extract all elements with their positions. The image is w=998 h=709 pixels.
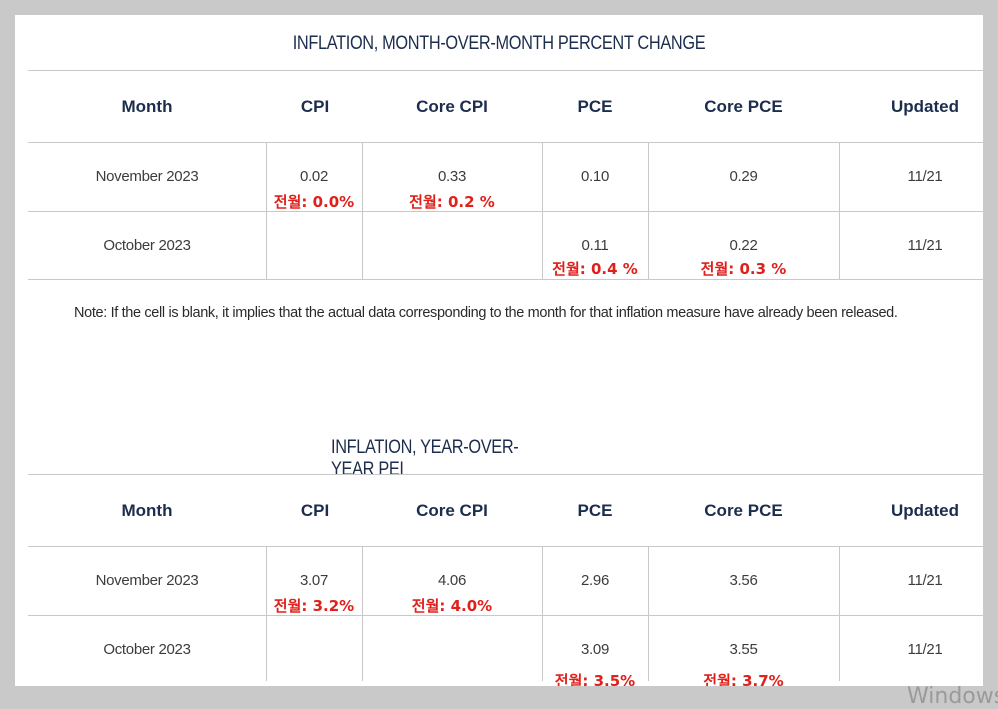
divider	[28, 474, 983, 475]
table-cell-core-pce: 0.22	[729, 237, 758, 254]
table-cell-month: November 2023	[95, 168, 199, 185]
divider	[28, 142, 983, 143]
os-activation-watermark: Windows	[907, 684, 998, 709]
header-pce: PCE	[577, 501, 613, 520]
previous-month-annotation: 전월: 0.4 %	[552, 260, 638, 278]
mom-table-title: INFLATION, MONTH-OVER-MONTH PERCENT CHAN…	[292, 33, 706, 54]
header-cpi: CPI	[300, 501, 330, 520]
table-cell-pce: 3.09	[581, 641, 609, 658]
column-divider	[839, 142, 840, 279]
column-divider	[266, 142, 267, 279]
previous-month-annotation: 전월: 0.3 %	[700, 260, 787, 278]
column-divider	[266, 546, 267, 681]
column-divider	[648, 142, 649, 279]
column-divider	[542, 142, 543, 279]
divider	[28, 615, 983, 616]
header-month: Month	[121, 501, 173, 520]
previous-month-annotation: 전월: 3.5%	[554, 672, 636, 686]
header-core-cpi: Core CPI	[416, 97, 488, 116]
table-cell-pce: 0.10	[581, 168, 609, 185]
column-divider	[648, 546, 649, 681]
table-cell-month: October 2023	[103, 237, 191, 254]
table-cell-core-pce: 3.55	[729, 641, 758, 658]
table-cell-cpi: 3.07	[300, 572, 328, 589]
previous-month-annotation: 전월: 3.7%	[703, 672, 784, 686]
table-cell-updated: 11/21	[907, 641, 943, 658]
header-month: Month	[121, 97, 173, 116]
header-core-pce: Core PCE	[704, 97, 783, 116]
previous-month-annotation: 전월: 3.2%	[273, 597, 355, 615]
divider	[28, 546, 983, 547]
previous-month-annotation: 전월: 4.0%	[411, 597, 493, 615]
table-cell-core-pce: 3.56	[729, 572, 758, 589]
header-core-pce: Core PCE	[704, 501, 783, 520]
column-divider	[542, 546, 543, 681]
table-note: Note: If the cell is blank, it implies t…	[74, 305, 898, 321]
table-cell-updated: 11/21	[907, 168, 943, 185]
header-core-cpi: Core CPI	[416, 501, 488, 520]
column-divider	[362, 142, 363, 279]
column-divider	[362, 546, 363, 681]
header-updated: Updated	[891, 501, 959, 520]
header-pce: PCE	[577, 97, 613, 116]
table-cell-month: October 2023	[103, 641, 191, 658]
header-cpi: CPI	[300, 97, 330, 116]
previous-month-annotation: 전월: 0.0%	[273, 193, 355, 211]
table-cell-pce: 2.96	[581, 572, 609, 589]
table-cell-core-cpi: 4.06	[438, 572, 466, 589]
table-cell-month: November 2023	[95, 572, 199, 589]
table-cell-core-cpi: 0.33	[438, 168, 466, 185]
divider	[28, 279, 983, 280]
header-updated: Updated	[891, 97, 959, 116]
table-cell-cpi: 0.02	[300, 168, 328, 185]
document-panel: INFLATION, MONTH-OVER-MONTH PERCENT CHAN…	[15, 15, 983, 686]
column-divider	[839, 546, 840, 681]
table-cell-pce: 0.11	[581, 237, 609, 254]
table-cell-updated: 11/21	[907, 572, 943, 589]
divider	[28, 211, 983, 212]
table-cell-updated: 11/21	[907, 237, 943, 254]
previous-month-annotation: 전월: 0.2 %	[409, 193, 495, 211]
table-cell-core-pce: 0.29	[729, 168, 758, 185]
divider	[28, 70, 983, 71]
